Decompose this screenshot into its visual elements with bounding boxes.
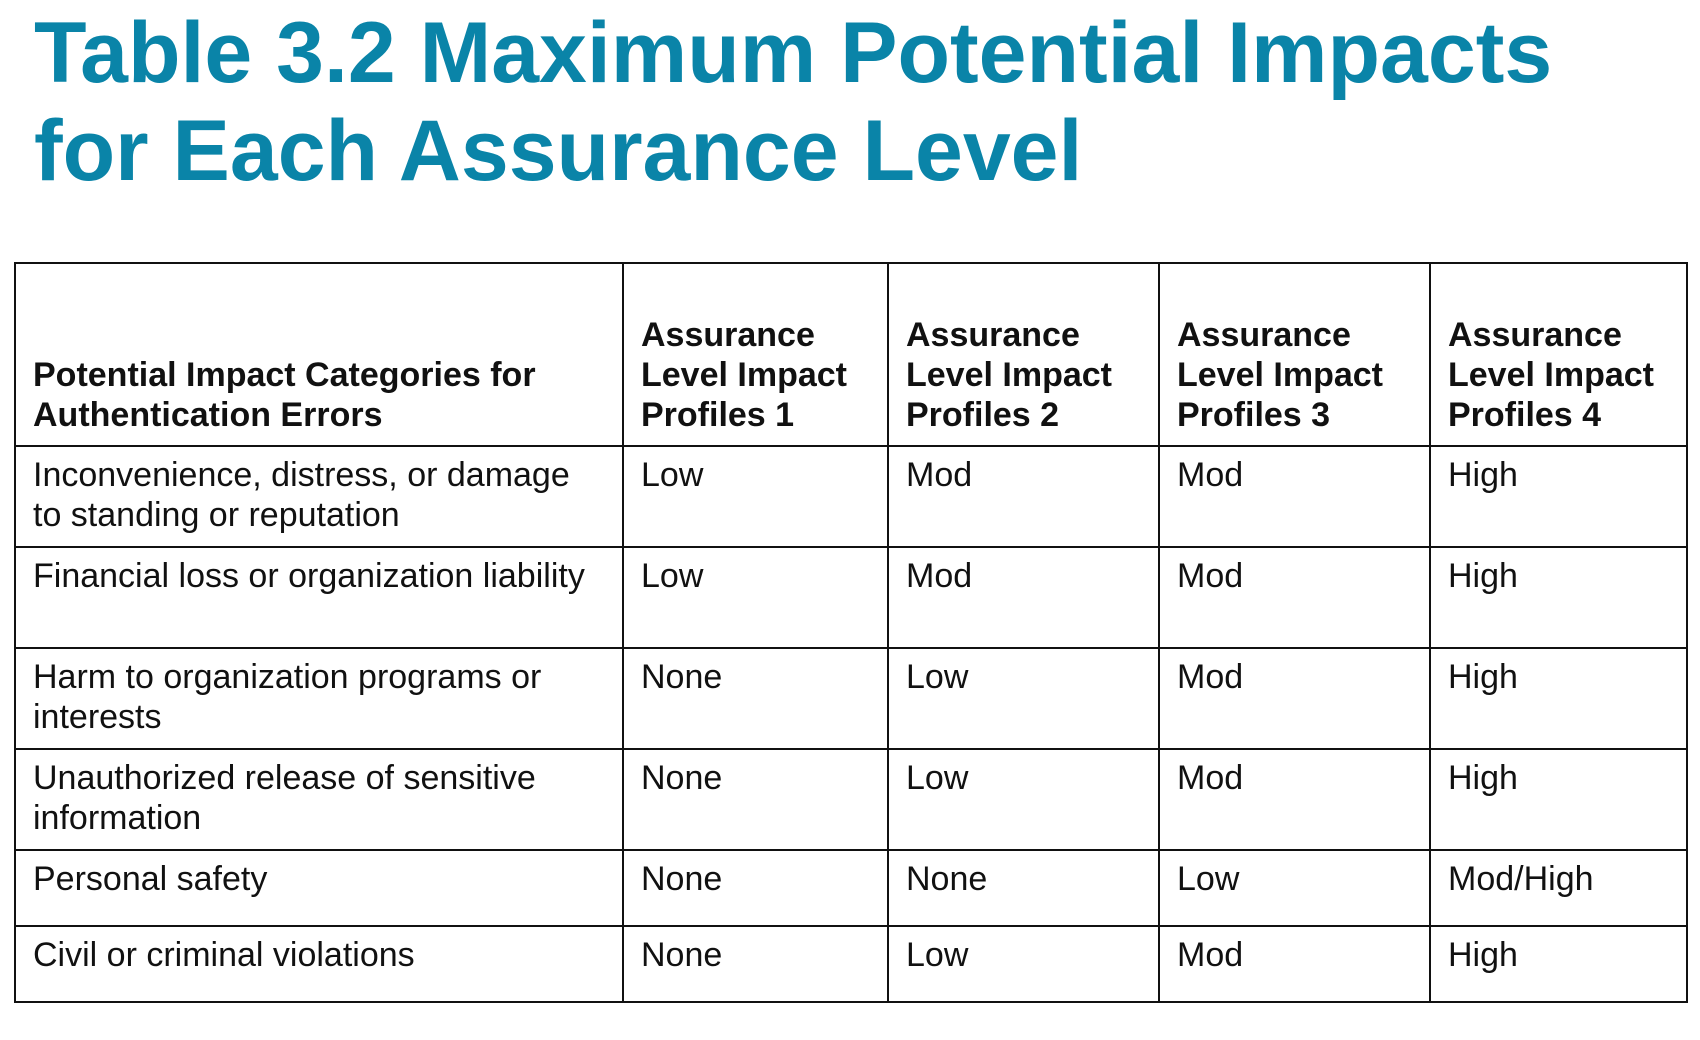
level-cell: Mod	[1158, 445, 1431, 548]
table-row: Civil or criminal violations None Low Mo…	[14, 925, 1688, 1003]
level-cell: None	[622, 849, 889, 927]
level-cell: Low	[887, 925, 1160, 1003]
table-row: Unauthorized release of sensitive inform…	[14, 748, 1688, 851]
impact-table-container: Potential Impact Categories for Authenti…	[14, 262, 1688, 1003]
category-cell: Financial loss or organization liability	[14, 546, 624, 649]
header-profile-1: Assurance Level Impact Profiles 1	[622, 262, 889, 447]
level-cell: Mod	[1158, 647, 1431, 750]
level-cell: Low	[1158, 849, 1431, 927]
category-cell: Inconvenience, distress, or damage to st…	[14, 445, 624, 548]
header-profile-3: Assurance Level Impact Profiles 3	[1158, 262, 1431, 447]
table-row: Harm to organization programs or interes…	[14, 647, 1688, 750]
table-header-row: Potential Impact Categories for Authenti…	[14, 262, 1688, 447]
level-cell: Mod	[887, 546, 1160, 649]
impact-table: Potential Impact Categories for Authenti…	[14, 262, 1688, 1003]
category-cell: Harm to organization programs or interes…	[14, 647, 624, 750]
level-cell: Low	[622, 546, 889, 649]
header-profile-2: Assurance Level Impact Profiles 2	[887, 262, 1160, 447]
level-cell: None	[622, 925, 889, 1003]
level-cell: Mod	[887, 445, 1160, 548]
page-title: Table 3.2 Maximum Potential Impacts for …	[34, 5, 1553, 199]
level-cell: Low	[622, 445, 889, 548]
table-row: Inconvenience, distress, or damage to st…	[14, 445, 1688, 548]
level-cell: High	[1429, 445, 1688, 548]
category-cell: Unauthorized release of sensitive inform…	[14, 748, 624, 851]
level-cell: High	[1429, 748, 1688, 851]
level-cell: None	[622, 647, 889, 750]
category-cell: Civil or criminal violations	[14, 925, 624, 1003]
level-cell: High	[1429, 647, 1688, 750]
category-cell: Personal safety	[14, 849, 624, 927]
level-cell: Mod	[1158, 748, 1431, 851]
level-cell: Mod	[1158, 925, 1431, 1003]
table-row: Personal safety None None Low Mod/High	[14, 849, 1688, 927]
header-impact-categories: Potential Impact Categories for Authenti…	[14, 262, 624, 447]
header-profile-4: Assurance Level Impact Profiles 4	[1429, 262, 1688, 447]
level-cell: None	[622, 748, 889, 851]
table-row: Financial loss or organization liability…	[14, 546, 1688, 649]
level-cell: High	[1429, 925, 1688, 1003]
level-cell: Low	[887, 748, 1160, 851]
level-cell: High	[1429, 546, 1688, 649]
level-cell: Mod/High	[1429, 849, 1688, 927]
level-cell: Mod	[1158, 546, 1431, 649]
level-cell: None	[887, 849, 1160, 927]
level-cell: Low	[887, 647, 1160, 750]
